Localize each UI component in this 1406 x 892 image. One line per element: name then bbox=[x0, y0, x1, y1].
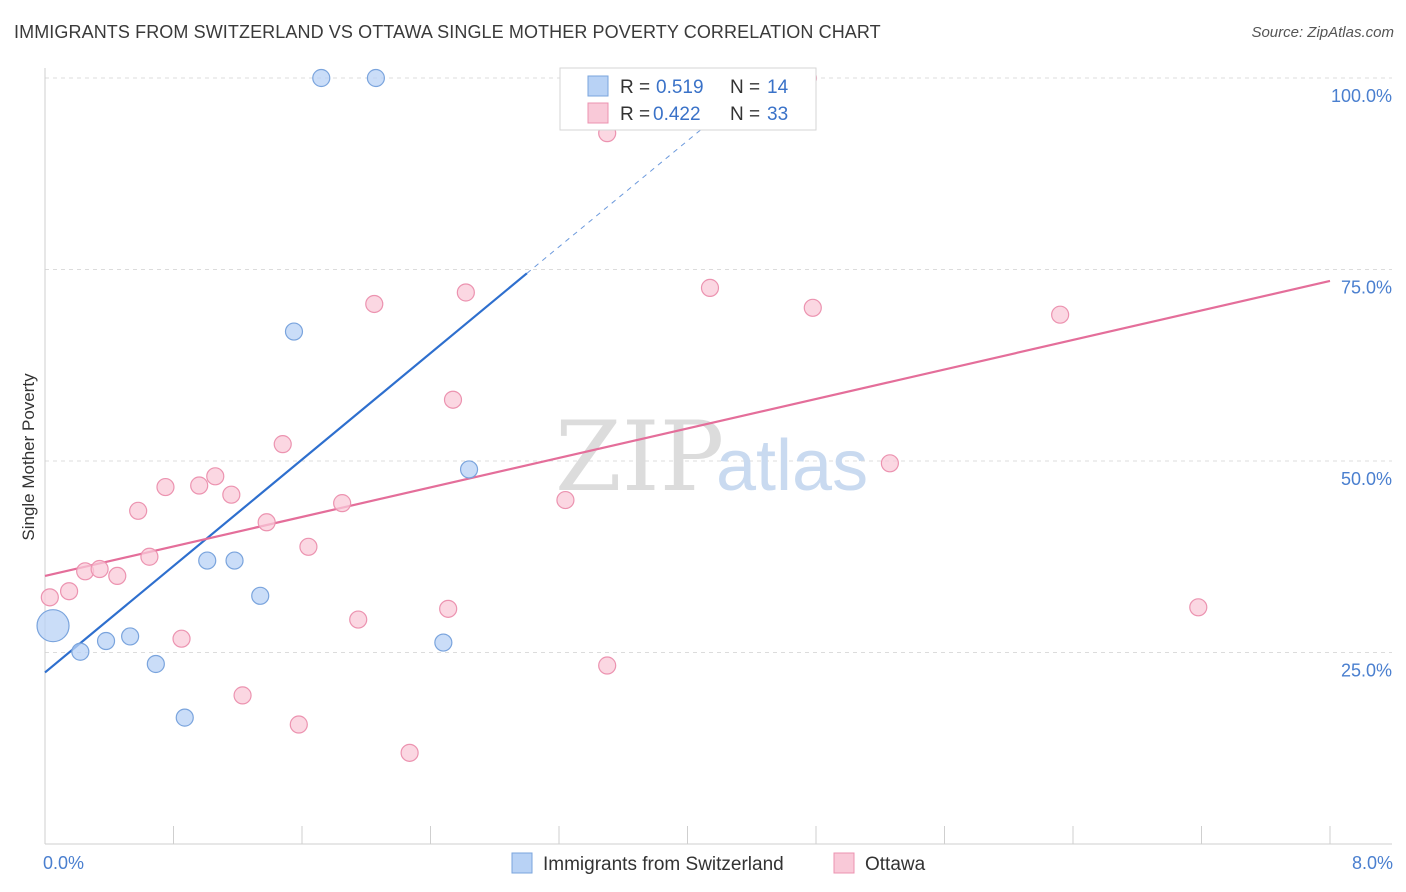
ottawa-point-7 bbox=[156, 477, 175, 497]
legend-n-label-switzerland: N = bbox=[730, 77, 760, 98]
ottawa-point-1 bbox=[59, 582, 79, 601]
legend-r-label-switzerland: R = bbox=[620, 77, 650, 98]
ottawa-point-18 bbox=[349, 610, 368, 629]
axis-layer: 25.0% 50.0% 75.0% 100.0% 0.0% 8.0% bbox=[43, 68, 1393, 873]
legend-r-value-switzerland: 0.519 bbox=[656, 77, 704, 98]
ottawa-point-9 bbox=[190, 476, 209, 495]
ottawa-point-20 bbox=[400, 743, 419, 762]
ottawa-point-8 bbox=[172, 629, 191, 648]
ottawa-point-23 bbox=[456, 283, 475, 302]
y-tick-label-50: 50.0% bbox=[1341, 469, 1392, 489]
legend-swatch-switzerland bbox=[587, 75, 609, 97]
legend-swatch-ottawa bbox=[587, 102, 609, 124]
switzerland-point-13 bbox=[459, 460, 479, 479]
legend-r-value-ottawa: 0.422 bbox=[653, 104, 701, 125]
series-legend-label-ottawa: Ottawa bbox=[865, 854, 926, 875]
y-tick-label-25: 25.0% bbox=[1341, 661, 1392, 681]
ottawa-point-32 bbox=[1189, 598, 1208, 617]
ottawa-point-6 bbox=[140, 547, 159, 566]
points-layer bbox=[36, 68, 1208, 762]
ottawa-point-22 bbox=[443, 390, 463, 409]
switzerland-point-11 bbox=[366, 68, 385, 88]
ottawa-point-30 bbox=[880, 454, 899, 473]
switzerland-point-10 bbox=[312, 68, 331, 88]
watermark: ZIP atlas bbox=[555, 401, 868, 513]
ottawa-point-24 bbox=[556, 490, 575, 510]
ottawa-point-11 bbox=[222, 485, 241, 504]
trend-line-1 bbox=[44, 279, 1331, 577]
ottawa-point-12 bbox=[233, 686, 252, 705]
series-legend-swatch-switzerland bbox=[511, 852, 533, 874]
chart-title: IMMIGRANTS FROM SWITZERLAND VS OTTAWA SI… bbox=[14, 22, 881, 42]
chart-source: Source: ZipAtlas.com bbox=[1251, 24, 1394, 41]
series-legend-swatch-ottawa bbox=[833, 852, 855, 874]
watermark-zip: ZIP bbox=[555, 401, 724, 513]
legend-n-value-ottawa: 33 bbox=[767, 104, 788, 125]
stats-legend: R = 0.519 N = 14 R = 0.422 N = 33 bbox=[559, 67, 817, 131]
switzerland-point-12 bbox=[434, 633, 453, 652]
grid-layer bbox=[45, 77, 1392, 653]
ottawa-point-13 bbox=[257, 513, 276, 532]
switzerland-point-2 bbox=[96, 631, 116, 651]
y-axis-label: Single Mother Poverty bbox=[19, 373, 38, 541]
switzerland-point-6 bbox=[198, 551, 217, 570]
x-tick-label-min: 0.0% bbox=[43, 853, 84, 873]
trend-layer bbox=[44, 100, 1331, 674]
ottawa-point-29 bbox=[803, 298, 822, 317]
legend-n-label-ottawa: N = bbox=[730, 104, 760, 125]
y-tick-label-100: 100.0% bbox=[1331, 86, 1392, 106]
y-tick-label-75: 75.0% bbox=[1341, 278, 1392, 298]
switzerland-point-0 bbox=[36, 609, 70, 643]
legend-r-label-ottawa: R = bbox=[620, 104, 650, 125]
ottawa-point-17 bbox=[333, 494, 352, 513]
switzerland-point-1 bbox=[71, 642, 90, 661]
ottawa-point-26 bbox=[598, 656, 617, 675]
ottawa-point-4 bbox=[108, 566, 127, 586]
switzerland-point-8 bbox=[251, 586, 270, 605]
ottawa-point-3 bbox=[90, 559, 109, 579]
trend-line-0 bbox=[44, 272, 528, 674]
switzerland-point-3 bbox=[121, 627, 140, 646]
ottawa-point-0 bbox=[40, 588, 59, 607]
switzerland-point-5 bbox=[175, 708, 194, 727]
ottawa-point-31 bbox=[1051, 305, 1070, 324]
ottawa-point-21 bbox=[439, 599, 458, 618]
ottawa-point-27 bbox=[700, 278, 720, 297]
series-legend: Immigrants from Switzerland Ottawa bbox=[511, 852, 926, 875]
switzerland-point-9 bbox=[284, 322, 304, 341]
ottawa-point-15 bbox=[289, 715, 308, 734]
ottawa-point-10 bbox=[206, 467, 225, 486]
ottawa-point-16 bbox=[299, 537, 318, 556]
watermark-atlas: atlas bbox=[716, 426, 868, 506]
legend-n-value-switzerland: 14 bbox=[767, 77, 789, 98]
series-legend-label-switzerland: Immigrants from Switzerland bbox=[543, 854, 784, 875]
ottawa-point-5 bbox=[129, 501, 148, 520]
switzerland-point-7 bbox=[225, 551, 244, 570]
switzerland-point-4 bbox=[146, 654, 165, 674]
ottawa-point-19 bbox=[365, 294, 384, 314]
ottawa-point-14 bbox=[273, 435, 292, 454]
x-tick-label-max: 8.0% bbox=[1352, 853, 1393, 873]
